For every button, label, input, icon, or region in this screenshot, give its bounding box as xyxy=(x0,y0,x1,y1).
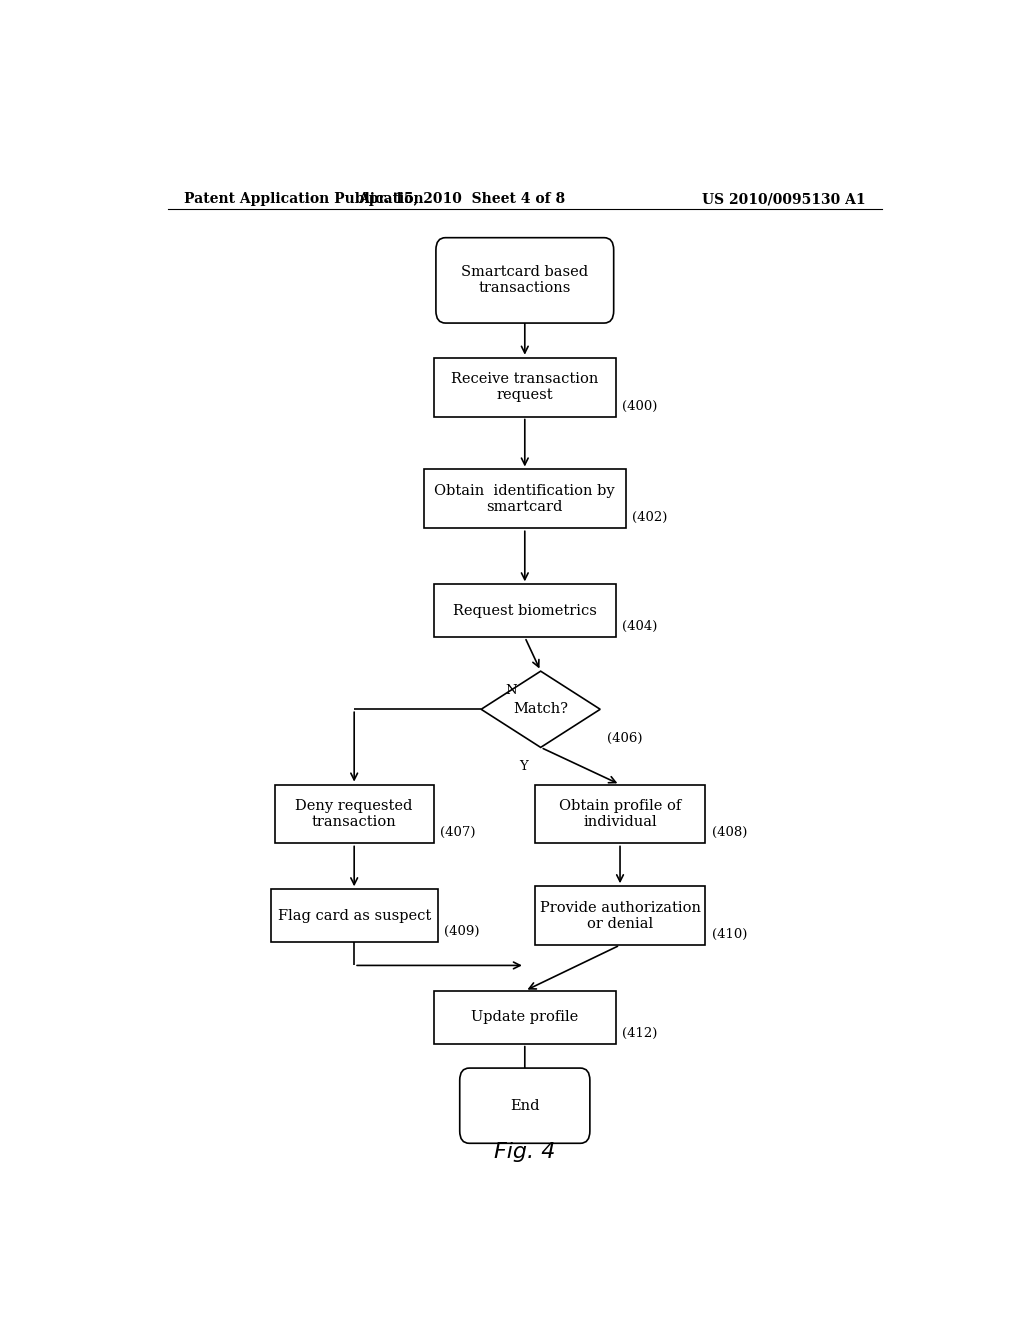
Polygon shape xyxy=(481,671,600,747)
Text: (404): (404) xyxy=(623,620,657,634)
Text: Provide authorization
or denial: Provide authorization or denial xyxy=(540,900,700,931)
Text: Update profile: Update profile xyxy=(471,1010,579,1024)
Text: Obtain  identification by
smartcard: Obtain identification by smartcard xyxy=(434,484,615,513)
Text: (410): (410) xyxy=(712,928,748,941)
FancyBboxPatch shape xyxy=(535,784,706,843)
FancyBboxPatch shape xyxy=(436,238,613,323)
Text: (408): (408) xyxy=(712,826,748,840)
FancyBboxPatch shape xyxy=(460,1068,590,1143)
FancyBboxPatch shape xyxy=(535,886,706,945)
Text: Receive transaction
request: Receive transaction request xyxy=(452,372,598,403)
Text: Smartcard based
transactions: Smartcard based transactions xyxy=(461,265,589,296)
FancyBboxPatch shape xyxy=(433,991,616,1044)
FancyBboxPatch shape xyxy=(433,585,616,638)
Text: (409): (409) xyxy=(443,925,479,939)
Text: (406): (406) xyxy=(606,733,642,746)
Text: US 2010/0095130 A1: US 2010/0095130 A1 xyxy=(702,191,866,206)
Text: End: End xyxy=(510,1098,540,1113)
Text: Y: Y xyxy=(519,759,527,772)
Text: Apr. 15, 2010  Sheet 4 of 8: Apr. 15, 2010 Sheet 4 of 8 xyxy=(357,191,565,206)
Text: Obtain profile of
individual: Obtain profile of individual xyxy=(559,799,681,829)
FancyBboxPatch shape xyxy=(274,784,433,843)
Text: Fig. 4: Fig. 4 xyxy=(495,1142,555,1163)
FancyBboxPatch shape xyxy=(424,470,626,528)
Text: Request biometrics: Request biometrics xyxy=(453,603,597,618)
FancyBboxPatch shape xyxy=(270,890,437,942)
Text: Deny requested
transaction: Deny requested transaction xyxy=(296,799,413,829)
Text: Flag card as suspect: Flag card as suspect xyxy=(278,908,431,923)
Text: N: N xyxy=(505,684,516,697)
FancyBboxPatch shape xyxy=(433,358,616,417)
Text: Patent Application Publication: Patent Application Publication xyxy=(183,191,423,206)
Text: (402): (402) xyxy=(633,511,668,524)
Text: Match?: Match? xyxy=(513,702,568,717)
Text: (407): (407) xyxy=(440,826,475,840)
Text: (400): (400) xyxy=(623,400,657,412)
Text: (412): (412) xyxy=(623,1027,657,1040)
